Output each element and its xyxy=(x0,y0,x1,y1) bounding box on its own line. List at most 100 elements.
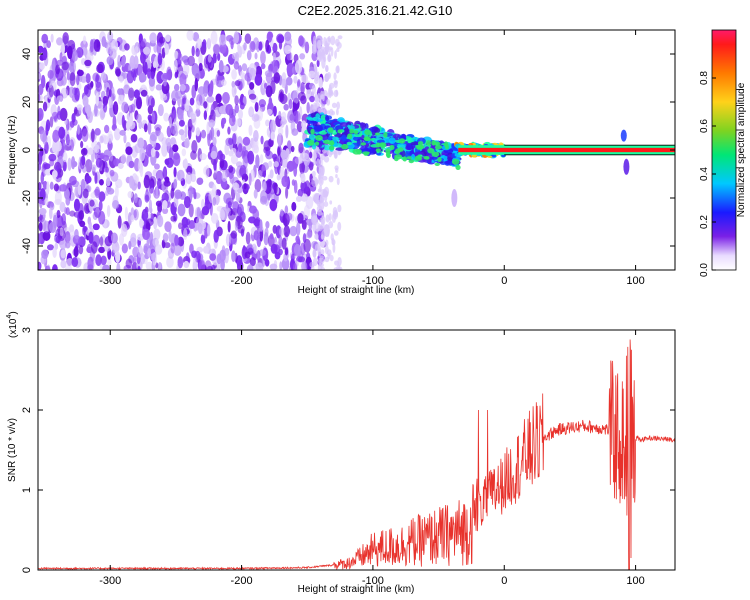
noise-blob xyxy=(165,157,174,168)
noise-blob xyxy=(227,201,232,209)
noise-blob xyxy=(268,97,273,108)
noise-blob xyxy=(302,233,307,244)
noise-blob xyxy=(156,214,164,228)
noise-blob xyxy=(130,103,136,113)
noise-blob xyxy=(212,43,221,55)
noise-blob xyxy=(209,253,217,261)
noise-blob xyxy=(254,102,259,113)
noise-blob xyxy=(234,220,238,232)
noise-blob xyxy=(69,62,75,71)
noise-blob xyxy=(201,205,210,216)
noise-edge-blob xyxy=(314,179,320,185)
noise-blob xyxy=(138,119,143,130)
noise-edge-blob xyxy=(319,258,325,264)
noise-blob xyxy=(166,256,174,268)
noise-edge-blob xyxy=(315,199,320,205)
noise-blob xyxy=(121,114,125,129)
spectrogram-y-tick-label: 20 xyxy=(21,96,33,108)
signal-blob xyxy=(339,122,349,127)
noise-blob xyxy=(249,40,256,53)
noise-blob xyxy=(137,265,141,270)
signal-hot-blob xyxy=(329,140,335,146)
noise-blob xyxy=(95,157,103,168)
noise-blob xyxy=(89,199,95,207)
noise-blob xyxy=(42,47,48,61)
noise-blob xyxy=(106,187,115,195)
noise-blob xyxy=(316,59,320,68)
noise-blob xyxy=(158,36,166,44)
noise-blob xyxy=(172,152,181,167)
noise-blob xyxy=(183,260,190,269)
noise-blob xyxy=(210,213,219,224)
noise-blob xyxy=(117,88,123,96)
noise-blob xyxy=(173,83,180,92)
noise-blob xyxy=(203,101,208,109)
snr-y-tick-label: 3 xyxy=(21,327,33,333)
noise-blob xyxy=(145,261,154,270)
noise-blob xyxy=(73,198,81,212)
noise-blob xyxy=(306,231,313,239)
noise-blob xyxy=(87,264,94,270)
noise-blob xyxy=(295,156,299,166)
spectrogram-y-tick-label: -40 xyxy=(21,238,33,254)
noise-edge-blob xyxy=(328,175,334,183)
noise-blob xyxy=(194,70,201,81)
noise-blob xyxy=(263,181,267,192)
noise-blob xyxy=(264,227,269,237)
noise-edge-blob xyxy=(316,55,322,61)
signal-blob xyxy=(411,153,416,161)
noise-blob xyxy=(277,132,282,147)
noise-blob xyxy=(172,144,179,153)
noise-blob xyxy=(234,95,239,106)
noise-blob xyxy=(155,200,162,207)
noise-blob xyxy=(51,142,57,153)
noise-blob xyxy=(289,225,298,237)
noise-blob xyxy=(157,103,164,117)
noise-blob xyxy=(84,102,90,114)
noise-blob xyxy=(65,207,70,216)
noise-blob xyxy=(195,48,200,57)
noise-edge-blob xyxy=(323,46,327,55)
noise-blob xyxy=(38,151,43,165)
noise-blob xyxy=(133,89,141,99)
noise-blob xyxy=(290,145,295,153)
noise-edge-blob xyxy=(329,200,333,205)
noise-blob xyxy=(184,124,188,138)
noise-blob xyxy=(199,153,207,161)
noise-blob xyxy=(139,147,146,162)
spectrogram-x-tick-label: -100 xyxy=(362,275,384,287)
noise-blob xyxy=(46,264,51,270)
noise-edge-blob xyxy=(322,176,328,181)
noise-blob xyxy=(157,131,164,142)
noise-blob xyxy=(306,102,310,114)
noise-blob xyxy=(109,169,115,177)
noise-blob xyxy=(162,232,169,243)
noise-blob xyxy=(230,154,239,165)
noise-blob xyxy=(43,163,51,170)
noise-blob xyxy=(179,84,186,92)
noise-blob xyxy=(254,179,262,193)
noise-blob xyxy=(38,261,42,270)
noise-blob xyxy=(82,188,89,199)
signal-hot-blob xyxy=(349,128,355,134)
noise-blob xyxy=(231,69,237,80)
noise-blob xyxy=(82,225,87,233)
noise-blob xyxy=(49,181,54,190)
noise-blob xyxy=(79,155,85,170)
noise-blob xyxy=(295,195,302,202)
noise-blob xyxy=(212,196,217,206)
noise-edge-blob xyxy=(313,160,317,166)
noise-blob xyxy=(216,129,221,137)
noise-blob xyxy=(208,119,215,128)
noise-blob xyxy=(237,203,244,217)
noise-blob xyxy=(212,183,217,197)
noise-blob xyxy=(206,223,211,237)
noise-blob xyxy=(279,261,283,270)
signal-blob xyxy=(388,137,396,145)
noise-blob xyxy=(177,203,186,217)
snr-multiplier-exponent: 4 xyxy=(6,315,13,319)
noise-blob xyxy=(220,259,225,270)
noise-blob xyxy=(288,98,293,110)
snr-multiplier: (x104) xyxy=(6,311,19,338)
noise-blob xyxy=(154,238,159,247)
